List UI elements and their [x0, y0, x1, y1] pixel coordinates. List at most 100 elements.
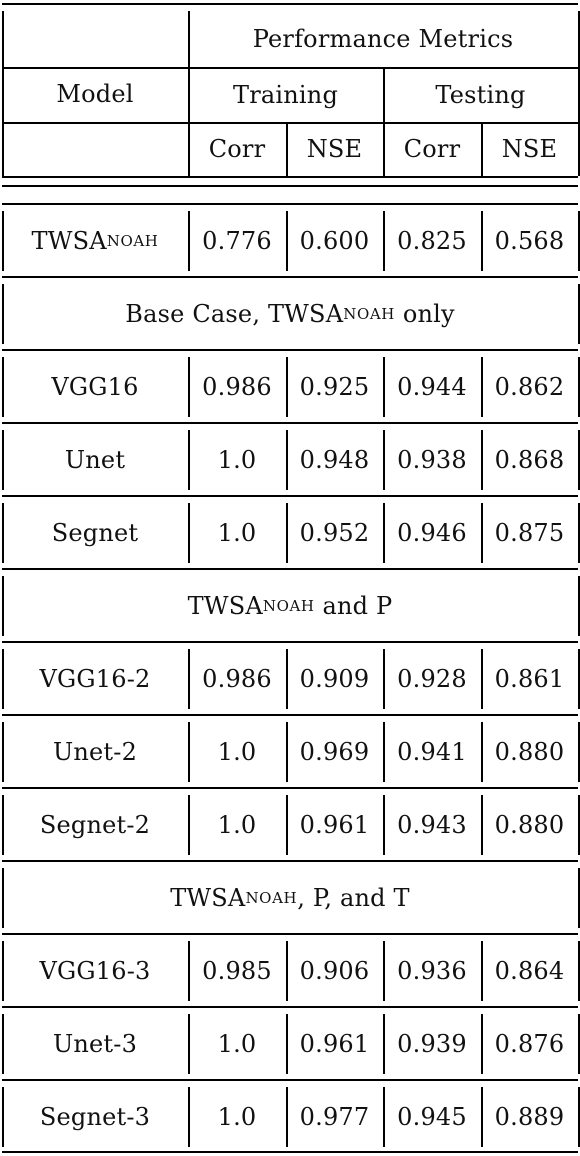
column-rule: [383, 1014, 385, 1074]
metric-value: 0.943: [397, 811, 467, 839]
metric-value: 0.880: [494, 811, 565, 839]
column-rule: [2, 722, 4, 782]
metric-value: 0.952: [299, 519, 370, 547]
metric-value: 0.906: [299, 957, 370, 985]
column-rule: [188, 1014, 190, 1074]
column-rule: [383, 357, 385, 417]
model-name: Unet: [64, 446, 126, 474]
row-rule: [2, 933, 578, 935]
section-title-post: and P: [314, 592, 393, 620]
column-rule: [578, 430, 580, 490]
metric-value: 0.961: [299, 811, 370, 839]
column-rule: [2, 284, 4, 344]
metric-value: 0.600: [299, 227, 370, 255]
column-rule: [383, 67, 385, 176]
model-name: Unet-2: [52, 738, 138, 766]
metric-value: 0.948: [299, 446, 370, 474]
metric-value: 0.985: [202, 957, 272, 985]
row-rule: [2, 568, 578, 570]
metric-value: 1.0: [217, 738, 257, 766]
metric-value: 0.986: [202, 665, 272, 693]
column-rule: [578, 868, 580, 928]
bottom-rule: [2, 1151, 578, 1153]
metric-value: 0.861: [494, 665, 565, 693]
column-rule: [383, 503, 385, 563]
section-title-post: , P, and T: [297, 884, 410, 912]
row-rule: [2, 422, 578, 424]
column-rule: [286, 722, 288, 782]
column-rule: [2, 941, 4, 1001]
column-rule: [481, 941, 483, 1001]
column-rule: [188, 11, 190, 176]
metric-value: 0.946: [397, 519, 467, 547]
metric-value: 0.568: [494, 227, 565, 255]
column-rule: [578, 795, 580, 855]
column-rule: [188, 503, 190, 563]
column-rule: [481, 122, 483, 176]
metric-value: 0.862: [494, 373, 565, 401]
section-title-sub: NOAH: [343, 305, 395, 323]
column-rule: [2, 503, 4, 563]
header-rule: [2, 122, 578, 124]
column-rule: [286, 941, 288, 1001]
model-name: VGG16-3: [39, 957, 151, 985]
column-rule: [286, 649, 288, 709]
test-corr-header: Corr: [403, 135, 461, 163]
section-title: Base Case, TWSA NOAH only: [2, 284, 578, 344]
metric-value: 0.977: [299, 1103, 370, 1131]
column-rule: [383, 941, 385, 1001]
column-rule: [188, 795, 190, 855]
column-rule: [2, 576, 4, 636]
column-rule: [481, 357, 483, 417]
metric-value: 0.938: [397, 446, 467, 474]
section-title-pre: Base Case, TWSA: [125, 300, 344, 328]
column-rule: [286, 357, 288, 417]
column-rule: [481, 1014, 483, 1074]
section-title-sub: NOAH: [262, 597, 315, 615]
model-name-sub: NOAH: [106, 232, 159, 250]
row-rule: [2, 860, 578, 862]
column-rule: [481, 211, 483, 271]
metric-value: 0.925: [299, 373, 370, 401]
section-title: TWSA NOAH and P: [2, 576, 578, 636]
metric-value: 0.868: [494, 446, 565, 474]
metric-value: 0.936: [397, 957, 467, 985]
column-rule: [286, 430, 288, 490]
metric-value: 0.889: [494, 1103, 565, 1131]
model-name-main: TWSA: [31, 227, 107, 255]
header-double-rule: [2, 185, 578, 187]
column-rule: [286, 795, 288, 855]
row-rule: [2, 1079, 578, 1081]
column-rule: [578, 211, 580, 271]
metric-value: 0.945: [397, 1103, 467, 1131]
column-rule: [286, 1087, 288, 1147]
column-rule: [578, 1014, 580, 1074]
column-rule: [578, 941, 580, 1001]
metric-value: 0.928: [397, 665, 467, 693]
section-title: TWSA NOAH, P, and T: [2, 868, 578, 928]
metric-value: 0.986: [202, 373, 272, 401]
column-rule: [481, 1087, 483, 1147]
metric-value: 0.909: [299, 665, 370, 693]
header-bottom-rule: [2, 176, 578, 178]
row-rule: [2, 276, 578, 278]
column-rule: [481, 795, 483, 855]
column-rule: [383, 649, 385, 709]
column-rule: [383, 430, 385, 490]
row-rule: [2, 641, 578, 643]
column-rule: [383, 722, 385, 782]
row-rule: [2, 495, 578, 497]
column-rule: [578, 284, 580, 344]
row-rule: [2, 787, 578, 789]
metric-value: 0.944: [397, 373, 467, 401]
metric-value: 0.939: [397, 1030, 467, 1058]
column-rule: [286, 211, 288, 271]
metric-value: 0.961: [299, 1030, 370, 1058]
top-rule: [2, 3, 578, 5]
row-rule: [2, 203, 578, 205]
model-header: Model: [56, 79, 134, 108]
row-rule: [2, 714, 578, 716]
column-rule: [481, 503, 483, 563]
model-name: Segnet-3: [39, 1103, 151, 1131]
column-rule: [188, 357, 190, 417]
